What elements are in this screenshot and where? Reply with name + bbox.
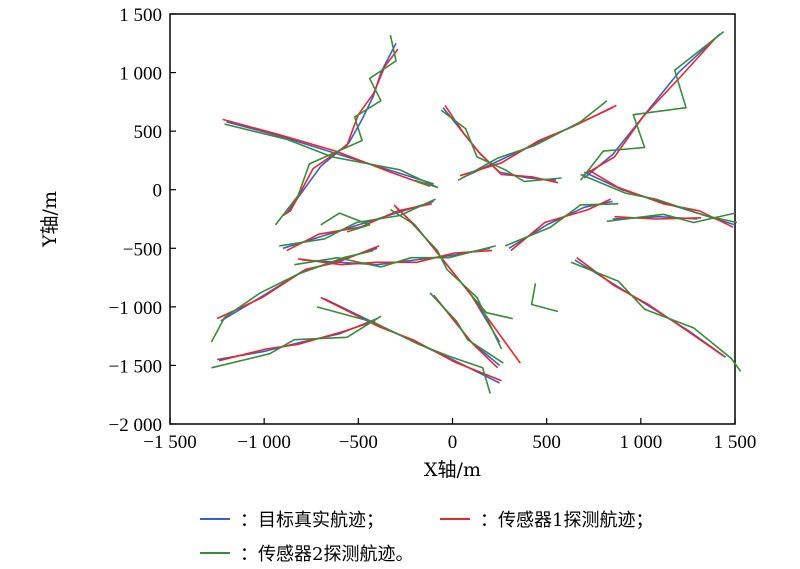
track-series-1-13 — [508, 200, 613, 249]
x-tick-label: 500 — [532, 432, 561, 453]
x-tick-label: 0 — [448, 432, 458, 453]
track-series-3-4 — [440, 109, 562, 183]
track-series-2-9 — [218, 320, 376, 362]
track-series-1-2 — [226, 121, 434, 185]
track-series-3-13 — [504, 203, 619, 247]
track-series-3-11 — [294, 245, 496, 268]
y-tick-label: −1 500 — [109, 356, 162, 377]
track-series-3-16 — [429, 292, 504, 364]
y-tick-label: 1 500 — [119, 5, 162, 26]
track-series-2-1 — [282, 48, 399, 217]
track-series-3-19 — [470, 294, 513, 320]
y-tick-label: 1 000 — [119, 64, 162, 85]
y-tick-label: 500 — [134, 122, 163, 143]
y-tick-label: −2 000 — [109, 415, 162, 436]
track-series-3-18 — [530, 283, 559, 313]
y-tick-label: −1 000 — [109, 298, 162, 319]
track-series-3-1 — [274, 34, 397, 226]
x-tick-label: 1 500 — [714, 432, 757, 453]
track-series-2-3 — [459, 104, 617, 177]
x-tick-label: 1 000 — [619, 432, 662, 453]
track-series-3-2 — [224, 123, 439, 189]
x-axis-label: X轴/m — [424, 459, 481, 481]
ticks-layer: −1 500 −1 000 −500 0 500 1 000 1 500−2 000−1 5… — [109, 5, 757, 453]
track-series-2-14 — [576, 257, 725, 357]
y-tick-label: 0 — [153, 181, 163, 202]
x-tick-label: −1 500 — [143, 432, 196, 453]
track-series-2-10 — [320, 296, 502, 382]
track-series-2-5 — [582, 36, 717, 177]
y-tick-label: −500 — [123, 239, 162, 260]
y-axis-label: Y轴/m — [39, 191, 61, 248]
track-series-3-5 — [579, 30, 725, 181]
x-tick-label: −1 000 — [237, 432, 290, 453]
track-series-3-15 — [279, 198, 436, 247]
tracks-layer — [210, 30, 742, 394]
track-series-3-8 — [210, 249, 374, 343]
track-series-3-12 — [389, 208, 503, 350]
track-series-3-3 — [457, 100, 608, 181]
track-series-2-13 — [510, 198, 612, 252]
x-tick-label: −500 — [339, 432, 378, 453]
track-series-2-7 — [614, 215, 702, 220]
track-series-3-17 — [320, 212, 371, 233]
track-series-1-12 — [395, 206, 501, 343]
track-series-2-2 — [222, 118, 431, 187]
track-series-3-7 — [606, 212, 736, 224]
track-series-1-1 — [286, 42, 397, 214]
track-series-3-14 — [570, 261, 742, 372]
track-series-2-4 — [444, 104, 559, 184]
track-series-3-10 — [316, 306, 491, 394]
track-series-3-9 — [211, 315, 382, 369]
track-series-2-8 — [216, 245, 380, 320]
